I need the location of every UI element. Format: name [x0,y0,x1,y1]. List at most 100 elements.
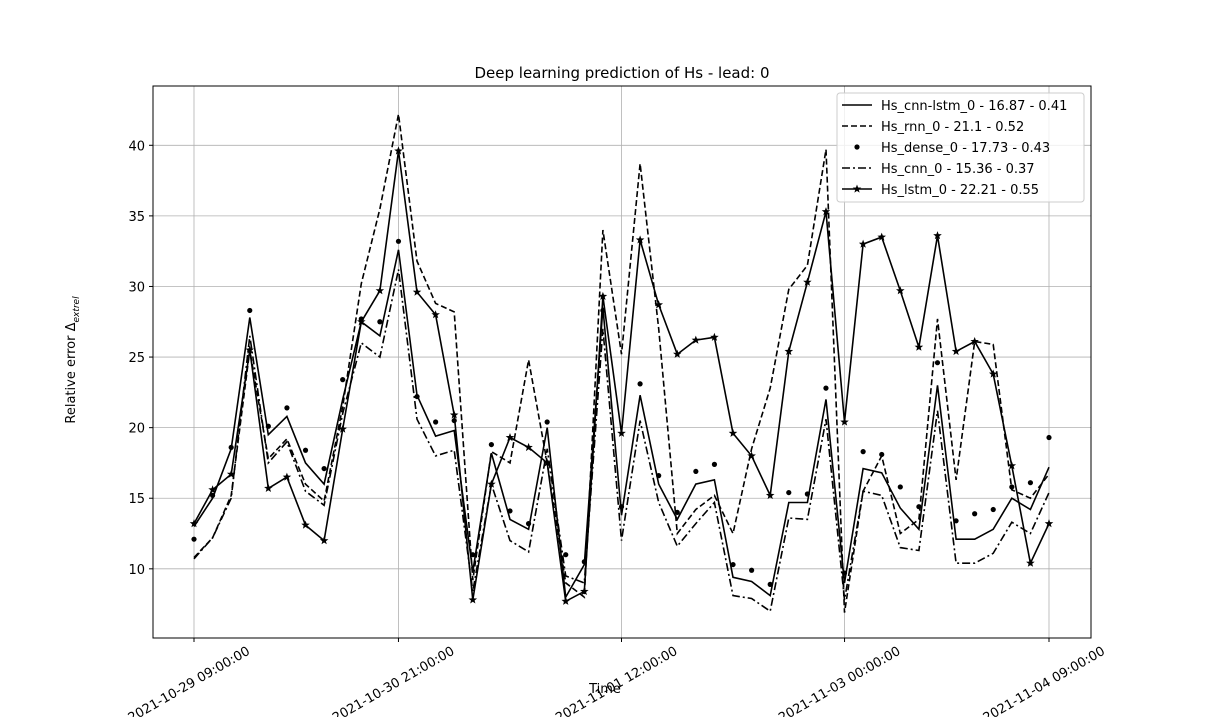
data-point [1009,484,1015,490]
data-point [209,492,216,499]
data-point [1026,558,1035,567]
data-point [525,521,532,527]
data-point [656,473,662,479]
y-tick-label: 35 [128,210,145,225]
data-point [972,511,978,517]
data-point [431,310,440,319]
legend-marker [852,184,862,193]
y-tick-label: 25 [128,351,145,366]
series-line [193,114,1050,613]
series-line [193,269,1050,613]
data-point [470,552,476,558]
y-tick-label: 10 [128,563,145,578]
data-point [821,207,831,216]
data-point [412,287,422,296]
data-point [840,417,849,426]
data-point [989,369,998,378]
data-point [728,428,738,437]
y-axis-label-subscript: extrel [72,296,82,323]
data-point [524,442,533,452]
data-point [970,337,979,346]
chart-title: Deep learning prediction of Hs - lead: 0 [474,64,769,82]
data-point [563,552,569,558]
y-tick-label: 40 [128,139,145,154]
data-point [340,377,346,383]
data-point [264,483,273,492]
data-point [674,509,680,515]
plot-frame [152,85,1092,639]
data-point [1046,434,1052,441]
data-point [394,146,403,155]
data-point [226,469,236,478]
data-point [189,519,199,528]
data-point [951,346,961,356]
data-point [786,489,792,496]
series-line [193,249,1050,600]
data-point [691,335,701,344]
data-point [879,451,885,458]
legend-marker [854,144,860,150]
data-point [804,491,810,497]
data-point [321,465,327,472]
legend-label: Hs_rnn_0 - 21.1 - 0.52 [881,120,1024,135]
data-point [784,346,794,356]
data-point [414,393,420,400]
data-point [505,433,515,442]
data-point [914,342,924,351]
data-point [637,381,643,387]
data-point [934,360,941,366]
legend-label: Hs_cnn-lstm_0 - 16.87 - 0.41 [881,99,1067,114]
data-point [747,451,756,460]
data-point [507,508,513,514]
x-tick-label: 2021-11-04 09:00:00 [981,644,1108,717]
data-point [953,518,959,524]
data-point [542,458,552,467]
data-point [916,504,922,510]
data-point [433,419,439,425]
data-point [1007,461,1017,470]
legend-label: Hs_dense_0 - 17.73 - 0.43 [881,141,1050,156]
x-tick-label: 2021-10-29 09:00:00 [126,644,253,717]
data-point [990,506,996,513]
data-point [710,332,719,341]
data-point [730,561,736,568]
data-point [635,235,645,244]
data-point [488,441,494,448]
y-axis-label-text: Relative error Δ [64,322,79,423]
data-point [1044,519,1054,528]
data-point [284,405,290,411]
x-tick-label: 2021-11-01 12:00:00 [553,644,680,717]
data-point [544,419,550,425]
data-point [245,345,254,354]
x-tick-label: 2021-10-30 21:00:00 [330,644,457,717]
data-point [319,536,329,545]
y-axis-label: Relative error Δextrel [64,296,82,424]
data-point [265,423,271,429]
data-point [1027,480,1034,486]
data-point [561,596,570,605]
data-point [858,239,868,248]
x-axis-label: Time [588,682,621,697]
data-point [598,291,608,300]
data-point [749,567,755,573]
data-point [803,277,812,286]
data-point [711,461,718,467]
data-point [302,447,309,453]
data-point [301,520,310,529]
legend-box [836,92,1085,203]
y-tick-label: 20 [128,422,145,437]
data-point [618,504,625,510]
data-point [617,428,626,437]
legend-label: Hs_cnn_0 - 15.36 - 0.37 [881,162,1035,177]
data-point [191,536,197,542]
y-tick-label: 15 [128,492,145,507]
data-point [823,385,829,391]
data-point [654,300,663,309]
data-point [896,286,905,295]
legend-label: Hs_lstm_0 - 22.21 - 0.55 [881,183,1039,198]
data-point [282,472,292,481]
data-point [375,286,385,295]
data-point [449,410,459,419]
data-point [487,479,496,488]
